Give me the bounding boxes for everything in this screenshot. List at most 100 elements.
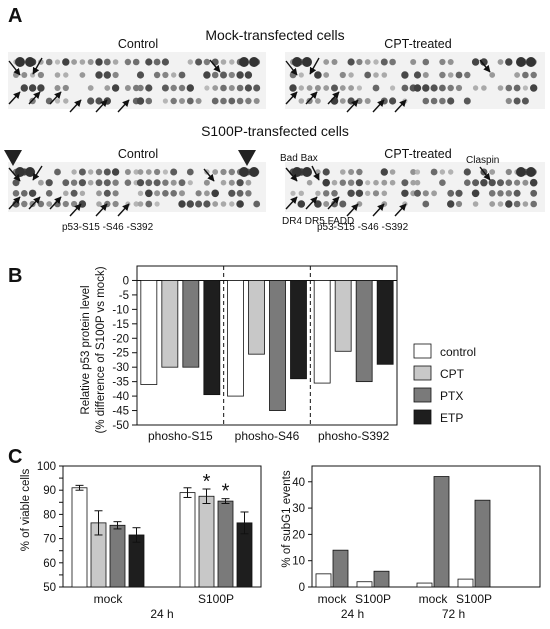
blot-spot	[95, 58, 103, 66]
blot-spot	[145, 179, 153, 187]
blot-spot	[323, 201, 330, 207]
blot-spot	[389, 179, 396, 186]
blot-spot	[195, 58, 203, 66]
c-left-bar-etp	[128, 534, 145, 588]
label-dr-fadd: DR4 DR5 FADD	[282, 216, 354, 227]
blot-spot	[413, 71, 422, 79]
c-left-ytick-label: 100	[37, 461, 56, 473]
blot-spot	[430, 168, 438, 176]
blot-spot	[529, 178, 538, 187]
arrow	[479, 166, 491, 181]
blot-spot	[95, 71, 103, 79]
blot-spot	[514, 179, 521, 186]
blot-spot	[179, 98, 185, 104]
blot-spot	[133, 169, 139, 175]
arrow	[311, 165, 320, 181]
blot-spot	[220, 59, 227, 65]
b-ytick-label: 0	[123, 275, 129, 287]
label-p53-left: p53-S15 -S46 -S392	[62, 222, 154, 233]
blot-reference-spot	[526, 167, 536, 177]
blot-spot	[322, 168, 330, 176]
c-right-ytick-label: 30	[292, 503, 305, 515]
blot-spot	[331, 84, 338, 92]
c-left-significance-star: *	[222, 481, 230, 503]
blot-spot	[62, 200, 69, 208]
blot-spot	[497, 201, 504, 207]
blot-spot	[170, 84, 177, 92]
c-right-time-label: 24 h	[341, 607, 364, 621]
blot-spot	[315, 98, 321, 104]
blot-spot	[28, 189, 37, 197]
blot-spot	[472, 179, 480, 187]
blot-spot	[153, 71, 161, 79]
blot-spot	[178, 84, 186, 92]
blot-reference-spot	[15, 57, 25, 67]
b-ylabel-line1: Relative p53 protein level	[80, 285, 92, 414]
blot-spot	[331, 179, 338, 186]
blot-spot	[530, 200, 537, 208]
c-right-ytick-label: 10	[292, 556, 305, 568]
blot-spot	[298, 72, 304, 78]
blot-spot	[422, 58, 430, 66]
c-right-time-label: 72 h	[442, 607, 465, 621]
b-legend-swatch	[413, 365, 432, 381]
blot-spot	[45, 179, 53, 187]
blot-spot	[297, 200, 306, 208]
blot-spot	[103, 71, 112, 79]
blot-spot	[104, 85, 111, 91]
blot-spot	[410, 179, 417, 186]
blot-spot	[314, 71, 322, 79]
arrow	[28, 196, 41, 210]
arrow	[117, 203, 130, 217]
c-left-ylabel: % of viable cells	[20, 469, 32, 552]
blot-spot	[145, 189, 153, 198]
s100p-cpt-label: CPT-treated	[384, 147, 451, 161]
blot-spot	[111, 84, 120, 92]
b-legend-swatch	[413, 343, 432, 359]
blot-spot	[381, 72, 388, 78]
arrow	[285, 196, 298, 210]
blot-spot	[211, 97, 219, 105]
blot-spot	[306, 179, 313, 186]
blot-spot	[439, 58, 446, 66]
blot-spot	[87, 59, 94, 65]
blot-spot	[447, 84, 454, 92]
blot-spot	[505, 97, 512, 105]
blot-spot	[124, 58, 132, 66]
c-left-ytick-label: 90	[43, 485, 56, 497]
blot-spot	[220, 97, 227, 105]
c-right-xtick-label: mock	[318, 592, 348, 606]
blot-spot	[103, 58, 111, 66]
blot-spot	[145, 58, 153, 66]
blot-spot	[372, 190, 380, 197]
b-bar-control	[227, 280, 244, 397]
arrow	[203, 168, 215, 182]
blot-spot	[348, 72, 354, 78]
blot-spot	[389, 169, 396, 175]
blot-dots-s100p-cpt	[289, 167, 538, 208]
arrow	[285, 167, 298, 182]
blot-spot	[21, 200, 28, 208]
blot-spot	[220, 71, 227, 79]
blot-spot	[289, 84, 297, 92]
blot-spot	[204, 85, 210, 91]
blot-reference-spot	[302, 57, 312, 67]
blot-spot	[228, 97, 236, 105]
c-right-bar-ptx	[332, 549, 349, 588]
b-bar-ptx	[182, 280, 200, 368]
blot-spot	[480, 58, 488, 66]
blot-spot	[136, 71, 145, 79]
arrow	[49, 91, 62, 105]
blot-spot	[78, 168, 86, 176]
blot-spot	[439, 71, 446, 79]
blot-reference-spot	[292, 57, 302, 67]
c-left-bar-ptx	[109, 524, 126, 588]
blot-spot	[447, 97, 455, 105]
b-plot-area: 0 -5 -10 -15 -20 -25 -30 -35 -40 -45 -50 phosho-S15…	[112, 266, 397, 443]
blot-spot	[71, 169, 77, 175]
blot-spot	[112, 179, 119, 186]
blot-spot	[133, 201, 139, 207]
blot-spot	[178, 179, 186, 187]
label-p53-right: p53-S15 -S46 -S392	[317, 222, 409, 233]
